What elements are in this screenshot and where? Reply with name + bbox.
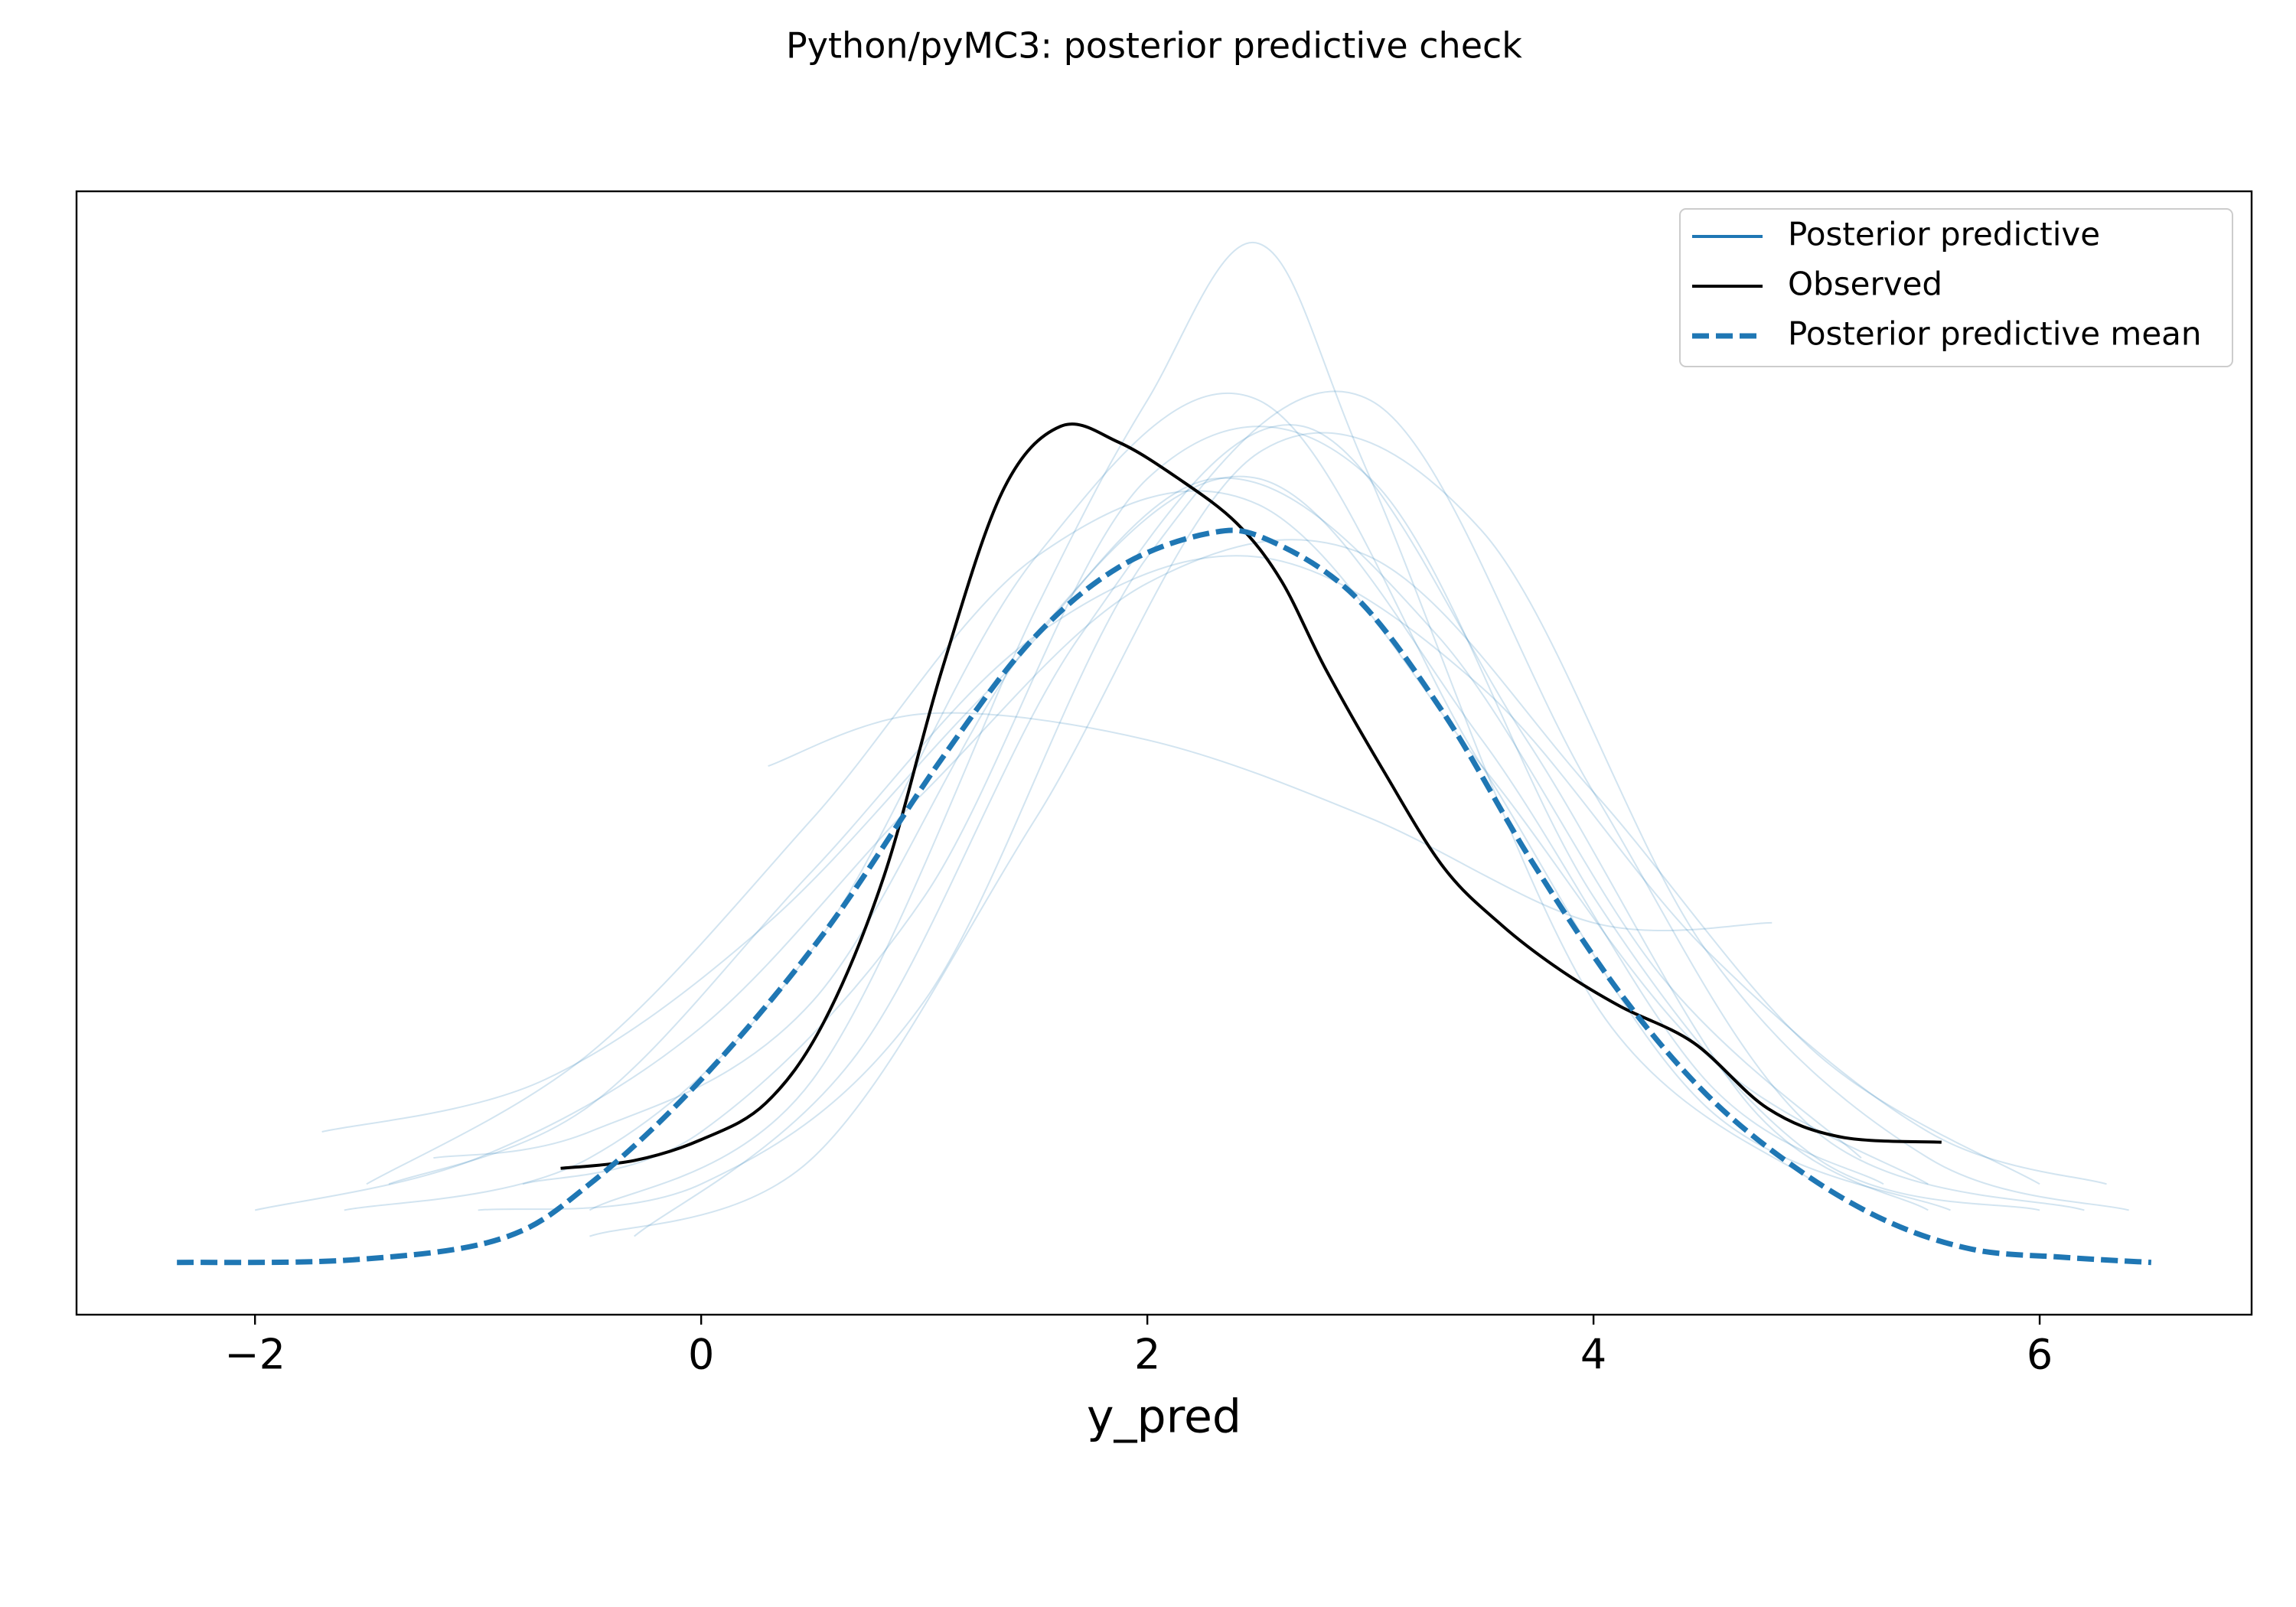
sample-line: [321, 477, 1862, 1159]
x-tick-label: −2: [224, 1331, 285, 1379]
x-tick-label: 0: [688, 1331, 714, 1379]
sample-line: [589, 241, 1818, 1211]
legend-label: Posterior predictive: [1788, 216, 2100, 253]
x-tick-label: 4: [1580, 1331, 1606, 1379]
legend-box: [1679, 208, 2233, 367]
plot-frame: [75, 190, 2253, 1316]
sample-line: [634, 424, 1929, 1237]
sample-line: [478, 390, 2085, 1211]
sample-line: [254, 539, 2040, 1211]
sample-line: [589, 432, 2129, 1237]
sample-line: [433, 475, 1884, 1185]
sample-line: [522, 425, 2040, 1211]
sample-line: [768, 712, 1773, 931]
x-axis-label: y_pred: [1087, 1390, 1241, 1444]
x-tick-label: 6: [2027, 1331, 2053, 1379]
sample-line: [366, 490, 1929, 1185]
sample-line: [388, 555, 2107, 1185]
sample-line: [344, 392, 1951, 1211]
x-tick-label: 2: [1134, 1331, 1160, 1379]
legend-label: Posterior predictive mean: [1788, 315, 2202, 353]
legend-label: Observed: [1788, 266, 1942, 303]
chart-title: Python/pyMC3: posterior predictive check: [786, 25, 1522, 67]
